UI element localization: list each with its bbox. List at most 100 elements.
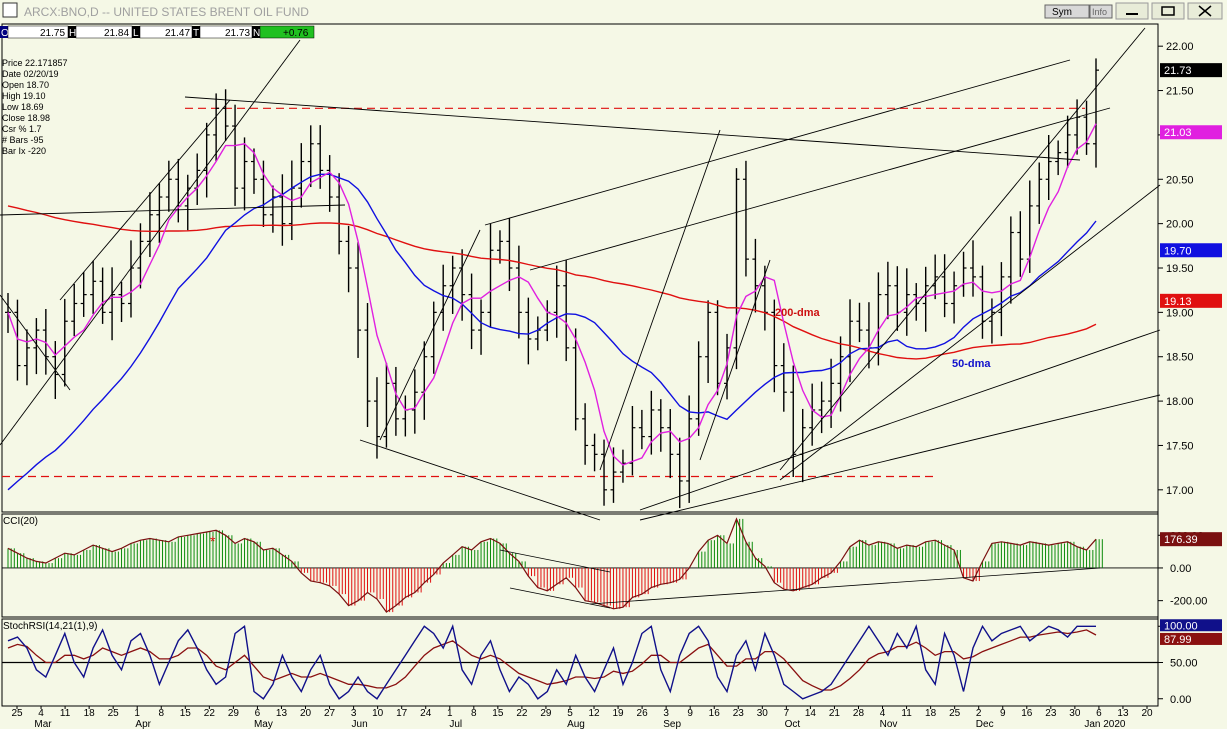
stoch-value-label: 87.99: [1160, 632, 1222, 646]
quote-open-label: O: [1, 28, 9, 39]
quote-last: 21.73: [225, 28, 250, 39]
price-bar: [941, 254, 948, 318]
price-bar: [733, 168, 740, 370]
date-tick-label: 4: [38, 708, 44, 719]
trendline: [359, 439, 601, 521]
date-tick-label: 4: [880, 708, 886, 719]
price-value-label: 21.73: [1160, 63, 1222, 78]
price-bar: [109, 267, 116, 341]
price-bar: [903, 268, 910, 336]
price-bar: [714, 300, 721, 396]
sym-button[interactable]: Sym: [1044, 4, 1090, 19]
price-bar: [241, 137, 248, 211]
close-button[interactable]: [1187, 2, 1223, 20]
month-label: Jul: [449, 719, 462, 729]
price-bar: [960, 251, 967, 297]
price-bar: [146, 192, 153, 258]
price-bar: [970, 240, 977, 297]
price-tick-label: 20.00: [1166, 219, 1194, 231]
trendline: [0, 204, 346, 216]
date-tick-label: 9: [687, 708, 693, 719]
date-tick-label: 15: [180, 708, 192, 719]
quote-low-label: L: [133, 28, 139, 39]
date-tick-label: 20: [1141, 708, 1153, 719]
price-bar: [818, 381, 825, 434]
price-bar: [534, 316, 541, 351]
cursor-high: High 19.10: [2, 91, 46, 101]
cci-trendline: [509, 587, 611, 609]
price-bar: [345, 225, 352, 293]
month-label: Apr: [135, 719, 151, 729]
stoch-tick-label: 0.00: [1170, 694, 1191, 706]
price-bar: [373, 377, 380, 459]
price-tick-label: 18.00: [1166, 396, 1194, 408]
date-tick-label: 3: [663, 708, 669, 719]
date-tick-label: 19: [613, 708, 625, 719]
price-bar: [175, 158, 182, 223]
cursor-bars: # Bars -95: [2, 135, 44, 145]
quote-bar: O 21.75 H 21.84 L 21.47 T 21.73 N +0.76: [0, 25, 315, 39]
date-tick-label: 15: [492, 708, 504, 719]
month-label: Dec: [976, 719, 994, 729]
price-bar: [894, 266, 901, 331]
date-tick-label: 28: [853, 708, 865, 719]
trendline: [699, 259, 771, 461]
price-tick-label: 19.50: [1166, 263, 1194, 275]
stoch-label: StochRSI(14,21(1),9): [3, 621, 98, 632]
price-bar: [705, 300, 712, 384]
price-bar: [80, 272, 87, 317]
minimize-button[interactable]: [1115, 2, 1149, 20]
price-bar: [279, 174, 286, 246]
price-bar: [865, 302, 872, 369]
price-bar: [71, 283, 78, 337]
close-icon: [1198, 5, 1212, 17]
ma-annotation: 50-dma: [952, 358, 991, 370]
date-tick-label: 26: [637, 708, 649, 719]
price-tick-label: 17.00: [1166, 485, 1194, 497]
price-bar: [648, 390, 655, 455]
date-tick-label: 30: [757, 708, 769, 719]
trendline: [0, 39, 301, 446]
date-axis: 25 4 11 18 25 1 8 15 22 29 6 13 20 27 3 10 17 24 1 8 15 22 29 5…: [11, 706, 1153, 729]
month-label: Jun: [352, 719, 368, 729]
price-bar: [601, 439, 608, 506]
price-bar: [828, 358, 835, 428]
quote-open: 21.75: [40, 28, 65, 39]
cursor-close: Close 18.98: [2, 113, 50, 123]
cci-value-label: 176.39: [1160, 532, 1222, 547]
price-bar: [496, 230, 503, 264]
date-tick-label: 30: [1069, 708, 1081, 719]
date-tick-label: 10: [372, 708, 384, 719]
price-bar: [440, 264, 447, 331]
date-tick-label: 27: [324, 708, 336, 719]
price-bar: [1036, 162, 1043, 224]
date-tick-label: 16: [709, 708, 721, 719]
date-tick-label: 18: [925, 708, 937, 719]
svg-text:19.13: 19.13: [1164, 296, 1192, 308]
price-bar: [837, 336, 844, 412]
price-bar: [790, 365, 797, 478]
date-tick-label: 1: [447, 708, 453, 719]
stoch-tick-label: 50.00: [1170, 658, 1198, 670]
info-button[interactable]: Info: [1089, 4, 1113, 19]
date-tick-label: 2: [976, 708, 982, 719]
date-tick-label: 12: [588, 708, 600, 719]
price-bar: [383, 362, 390, 448]
price-bar: [326, 155, 333, 212]
price-bar: [1064, 115, 1071, 168]
cci-line: [7, 517, 1097, 613]
price-bar: [553, 265, 560, 338]
svg-text:21.03: 21.03: [1164, 127, 1192, 139]
trendline: [0, 294, 71, 391]
price-bar: [809, 383, 816, 446]
price-bar: [856, 302, 863, 343]
month-label: May: [254, 719, 273, 729]
maximize-button[interactable]: [1151, 2, 1185, 20]
cci-tick-label: -200.00: [1170, 596, 1207, 608]
price-bar: [232, 104, 239, 206]
date-tick-label: 21: [829, 708, 841, 719]
price-bar: [1083, 100, 1090, 155]
cursor-csr: Csr % 1.7: [2, 124, 42, 134]
date-tick-label: 20: [300, 708, 312, 719]
